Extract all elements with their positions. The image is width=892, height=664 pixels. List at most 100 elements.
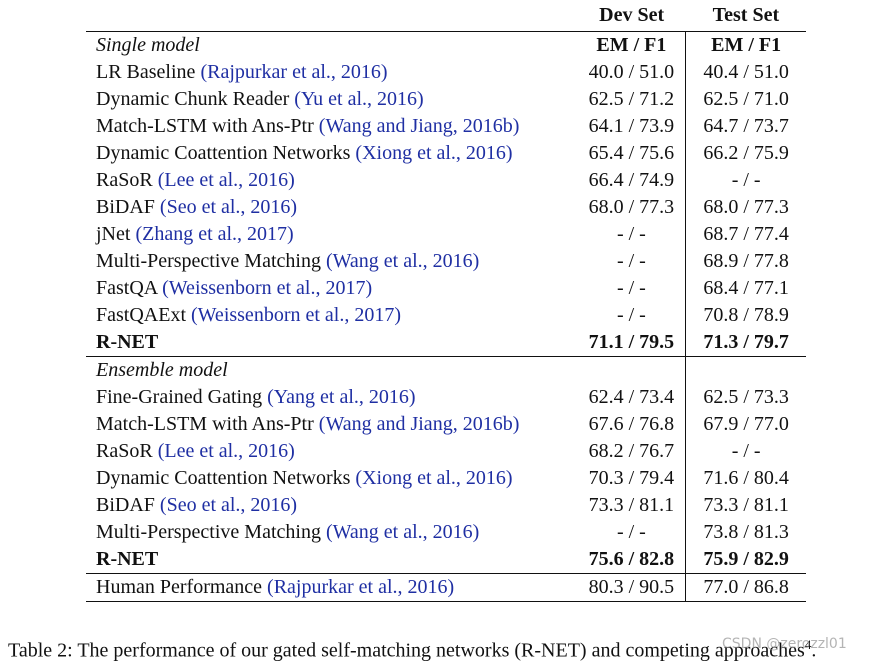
model-name: jNet [96, 223, 136, 245]
citation-link[interactable]: (Wang et al., 2016) [325, 521, 480, 543]
citation-link[interactable]: (Rajpurkar et al., 2016) [267, 576, 455, 598]
header-dev-set: Dev Set [599, 4, 665, 26]
model-name: LR Baseline [96, 61, 201, 83]
model-name: Match-LSTM with Ans-Ptr [96, 413, 319, 435]
model-name-cell: Dynamic Coattention Networks (Xiong et a… [86, 465, 577, 492]
dev-score: 71.1 / 79.5 [588, 331, 675, 353]
citation-link[interactable]: (Yang et al., 2016) [267, 386, 416, 408]
test-score: 40.4 / 51.0 [685, 59, 806, 86]
citation-link[interactable]: (Wang and Jiang, 2016b) [318, 413, 520, 435]
header-model-cell [86, 0, 577, 32]
test-score: 62.5 / 71.0 [685, 86, 806, 113]
caption-period: . [811, 639, 817, 662]
citation-link[interactable]: (Seo et al., 2016) [159, 196, 298, 218]
table-row: BiDAF (Seo et al., 2016) 68.0 / 77.3 68.… [86, 194, 806, 221]
section-title: Ensemble model [86, 356, 578, 384]
model-name-cell: Multi-Perspective Matching (Wang et al.,… [86, 519, 577, 546]
dev-score: - / - [616, 304, 646, 326]
test-score: 64.7 / 73.7 [685, 113, 806, 140]
dev-score: 75.6 / 82.8 [577, 546, 686, 574]
model-name-cell: Match-LSTM with Ans-Ptr (Wang and Jiang,… [86, 113, 577, 140]
test-score: 71.3 / 79.7 [685, 329, 806, 357]
model-name: FastQA [96, 277, 163, 299]
model-name: Dynamic Coattention Networks [96, 142, 356, 164]
table-row: RaSoR (Lee et al., 2016) 66.4 / 74.9 - /… [86, 167, 806, 194]
table-row: Match-LSTM with Ans-Ptr (Wang and Jiang,… [86, 113, 806, 140]
results-table-container: Dev Set Test Set Single model EM / F1 EM… [86, 0, 806, 602]
test-score: 73.8 / 81.3 [685, 519, 806, 546]
citation-link[interactable]: (Lee et al., 2016) [157, 169, 295, 191]
metric-label-test: EM / F1 [685, 31, 806, 59]
test-score: 77.0 / 86.8 [685, 573, 806, 602]
dev-score: 73.3 / 81.1 [588, 494, 675, 516]
model-name: RaSoR [96, 169, 158, 191]
test-score: 75.9 / 82.9 [685, 546, 806, 574]
table-row: FastQAExt (Weissenborn et al., 2017) - /… [86, 302, 806, 329]
section-title: Single model [86, 31, 578, 59]
dev-score: 40.0 / 51.0 [588, 61, 675, 83]
dev-score: - / - [616, 223, 646, 245]
model-name-cell: Human Performance (Rajpurkar et al., 201… [86, 573, 578, 602]
dev-score: - / - [616, 277, 646, 299]
dev-score: 64.1 / 73.9 [588, 115, 675, 137]
table-row: BiDAF (Seo et al., 2016) 73.3 / 81.1 73.… [86, 492, 806, 519]
model-name: Multi-Perspective Matching [96, 521, 326, 543]
dev-score: - / - [616, 521, 646, 543]
dev-score: 68.2 / 76.7 [588, 440, 675, 462]
citation-link[interactable]: (Xiong et al., 2016) [355, 142, 513, 164]
citation-link[interactable]: (Yu et al., 2016) [294, 88, 424, 110]
table-row-rnet-ensemble: R-NET 75.6 / 82.8 75.9 / 82.9 [86, 546, 806, 574]
citation-link[interactable]: (Zhang et al., 2017) [135, 223, 294, 245]
citation-link[interactable]: (Wang et al., 2016) [325, 250, 480, 272]
table-header-row: Dev Set Test Set [86, 0, 806, 32]
model-name: Fine-Grained Gating [96, 386, 268, 408]
table-row: Multi-Perspective Matching (Wang et al.,… [86, 248, 806, 275]
table-row: Fine-Grained Gating (Yang et al., 2016) … [86, 384, 806, 411]
dev-score: 70.3 / 79.4 [588, 467, 675, 489]
dev-score: 62.4 / 73.4 [588, 386, 675, 408]
model-name: R-NET [86, 546, 578, 574]
dev-score: - / - [616, 250, 646, 272]
model-name: Human Performance [96, 576, 268, 598]
model-name-cell: Match-LSTM with Ans-Ptr (Wang and Jiang,… [86, 411, 577, 438]
dev-score: 62.5 / 71.2 [588, 88, 675, 110]
model-name-cell: RaSoR (Lee et al., 2016) [86, 167, 577, 194]
model-name: Multi-Perspective Matching [96, 250, 326, 272]
citation-link[interactable]: (Rajpurkar et al., 2016) [200, 61, 388, 83]
test-score: 67.9 / 77.0 [685, 411, 806, 438]
citation-link[interactable]: (Weissenborn et al., 2017) [191, 304, 401, 326]
model-name-cell: jNet (Zhang et al., 2017) [86, 221, 577, 248]
citation-link[interactable]: (Seo et al., 2016) [159, 494, 298, 516]
caption-footnote[interactable]: 4 [804, 637, 812, 652]
section-empty-test [685, 356, 806, 384]
test-score: 66.2 / 75.9 [685, 140, 806, 167]
table-row-rnet-single: R-NET 71.1 / 79.5 71.3 / 79.7 [86, 329, 806, 357]
test-score: 70.8 / 78.9 [685, 302, 806, 329]
test-score: 71.6 / 80.4 [685, 465, 806, 492]
table-row: Dynamic Chunk Reader (Yu et al., 2016) 6… [86, 86, 806, 113]
dev-score: 66.4 / 74.9 [588, 169, 675, 191]
test-score: - / - [685, 167, 806, 194]
dev-score: 68.0 / 77.3 [588, 196, 675, 218]
table-row: Dynamic Coattention Networks (Xiong et a… [86, 465, 806, 492]
section-empty-dev [577, 356, 686, 384]
model-name-cell: FastQA (Weissenborn et al., 2017) [86, 275, 577, 302]
model-name-cell: BiDAF (Seo et al., 2016) [86, 194, 577, 221]
table-row: jNet (Zhang et al., 2017) - / - 68.7 / 7… [86, 221, 806, 248]
test-score: 73.3 / 81.1 [685, 492, 806, 519]
model-name: RaSoR [96, 440, 158, 462]
model-name-cell: BiDAF (Seo et al., 2016) [86, 492, 577, 519]
citation-link[interactable]: (Lee et al., 2016) [157, 440, 295, 462]
model-name: R-NET [96, 331, 159, 353]
citation-link[interactable]: (Xiong et al., 2016) [355, 467, 513, 489]
model-name-cell: LR Baseline (Rajpurkar et al., 2016) [86, 59, 577, 86]
model-name: Match-LSTM with Ans-Ptr [96, 115, 319, 137]
dev-score: 65.4 / 75.6 [588, 142, 675, 164]
header-test-set: Test Set [712, 4, 780, 26]
test-score: 68.9 / 77.8 [685, 248, 806, 275]
model-name: BiDAF [96, 494, 160, 516]
model-name-cell: Multi-Perspective Matching (Wang et al.,… [86, 248, 577, 275]
test-score: 68.0 / 77.3 [685, 194, 806, 221]
citation-link[interactable]: (Wang and Jiang, 2016b) [318, 115, 520, 137]
citation-link[interactable]: (Weissenborn et al., 2017) [162, 277, 373, 299]
